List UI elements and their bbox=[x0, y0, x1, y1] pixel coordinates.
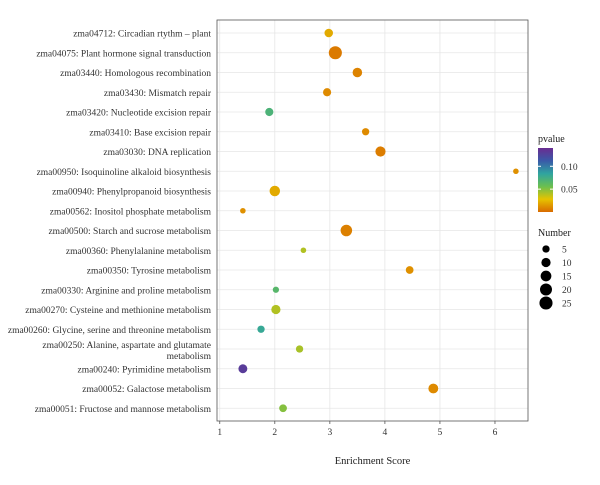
data-point bbox=[271, 304, 281, 315]
x-tick-label: 3 bbox=[327, 428, 332, 438]
category-label: zma00940: Phenylpropanoid biosynthesis bbox=[52, 188, 211, 198]
number-legend-dot bbox=[539, 296, 553, 310]
category-label: zma00250: Alanine, aspartate and glutama… bbox=[42, 341, 211, 362]
category-label: zma00330: Arginine and proline metabolis… bbox=[41, 286, 211, 296]
data-point bbox=[279, 404, 287, 413]
data-point bbox=[352, 67, 363, 78]
x-tick-label: 2 bbox=[272, 428, 277, 438]
category-label: zma00051: Fructose and mannose metabolis… bbox=[35, 405, 212, 415]
pvalue-colorbar bbox=[538, 148, 553, 212]
number-legend-dot bbox=[541, 257, 551, 268]
data-point bbox=[272, 286, 280, 293]
number-legend-dot bbox=[542, 245, 550, 253]
x-tick-label: 6 bbox=[493, 428, 498, 438]
pvalue-legend-ticks: 0.10 0.05 bbox=[538, 163, 578, 196]
category-labels: zma04712: Circadian rtythm – plant zma040… bbox=[8, 30, 212, 415]
data-point bbox=[340, 224, 353, 237]
category-label: zma00350: Tyrosine metabolism bbox=[87, 267, 212, 277]
category-label: zma00360: Phenylalanine metabolism bbox=[66, 247, 212, 257]
pvalue-tick-label: 0.05 bbox=[561, 186, 578, 196]
category-label: zma00240: Pyrimidine metabolism bbox=[77, 365, 211, 375]
data-point bbox=[269, 185, 281, 197]
data-point bbox=[240, 207, 246, 214]
category-label: zma03430: Mismatch repair bbox=[104, 89, 212, 99]
category-label: zma00950: Isoquinoline alkaloid biosynth… bbox=[37, 168, 212, 178]
data-point bbox=[324, 28, 334, 38]
data-point bbox=[257, 325, 265, 333]
data-point bbox=[323, 88, 332, 97]
number-legend-label: 5 bbox=[562, 246, 567, 256]
pvalue-legend: pvalue 0.10 0.05 bbox=[538, 134, 578, 212]
number-legend-title: Number bbox=[538, 228, 571, 239]
category-label: zma03420: Nucleotide excision repair bbox=[66, 109, 212, 119]
number-legend-label: 20 bbox=[562, 286, 572, 296]
plot-panel-border bbox=[216, 19, 529, 422]
data-point bbox=[238, 364, 248, 374]
data-point bbox=[361, 128, 370, 136]
x-axis-title: Enrichment Score bbox=[335, 456, 411, 467]
data-point bbox=[265, 107, 274, 117]
category-label: zma03440: Homologous recombination bbox=[60, 69, 211, 79]
category-label: zma00500: Starch and sucrose metabolism bbox=[48, 227, 211, 237]
number-legend-dot bbox=[540, 283, 552, 296]
number-legend-items: 5 10 15 20 25 bbox=[539, 245, 572, 310]
data-point bbox=[295, 345, 304, 353]
category-label: zma04075: Plant hormone signal transduct… bbox=[36, 49, 211, 59]
category-label: zma00260: Glycine, serine and threonine … bbox=[8, 326, 212, 336]
data-points bbox=[238, 28, 519, 413]
number-legend-label: 10 bbox=[562, 259, 572, 269]
pvalue-legend-title: pvalue bbox=[538, 134, 565, 145]
x-tick-label: 5 bbox=[438, 428, 443, 438]
number-legend: Number 5 10 15 20 25 bbox=[538, 228, 572, 310]
number-legend-label: 15 bbox=[562, 273, 572, 283]
category-label: zma03030: DNA replication bbox=[103, 148, 211, 158]
x-axis-ticks: 1 2 3 4 5 6 bbox=[217, 421, 498, 438]
category-label: zma00562: Inositol phosphate metabolism bbox=[50, 207, 212, 217]
data-point bbox=[513, 168, 519, 175]
number-legend-dot bbox=[540, 270, 552, 282]
number-legend-label: 25 bbox=[562, 300, 572, 310]
data-point bbox=[375, 146, 386, 157]
category-label: zma03410: Base excision repair bbox=[89, 128, 211, 138]
data-point bbox=[405, 266, 414, 274]
category-label: zma04712: Circadian rtythm – plant bbox=[73, 30, 211, 40]
data-point bbox=[428, 383, 439, 394]
category-label: zma00270: Cysteine and methionine metabo… bbox=[25, 306, 211, 316]
grid-lines bbox=[217, 20, 528, 421]
x-tick-label: 4 bbox=[383, 428, 388, 438]
data-point bbox=[300, 247, 307, 254]
x-tick-label: 1 bbox=[217, 428, 222, 438]
category-label: zma00052: Galactose metabolism bbox=[82, 385, 211, 395]
pvalue-tick-label: 0.10 bbox=[561, 163, 578, 173]
data-point bbox=[328, 46, 342, 60]
